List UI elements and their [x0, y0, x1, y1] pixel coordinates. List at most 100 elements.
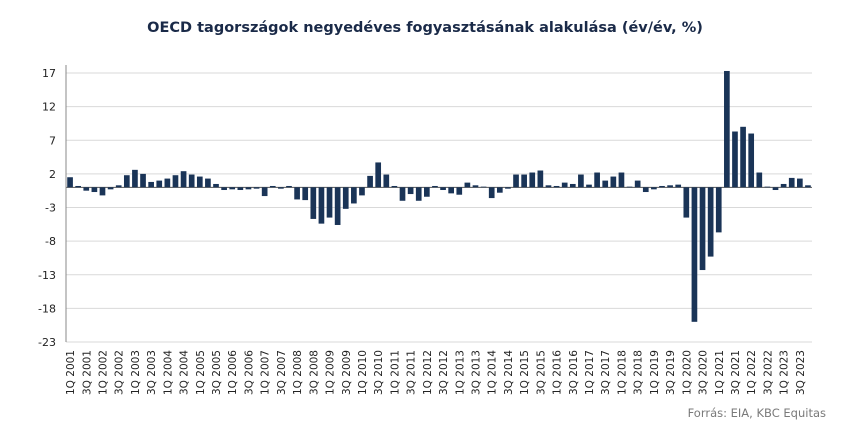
bar-3Q-2005 [213, 183, 219, 188]
bar-1Q-2009 [326, 187, 333, 218]
bar-3Q-2003 [148, 181, 154, 188]
bar-2Q-2023 [788, 177, 795, 188]
x-tick-label: 3Q 2008 [308, 350, 320, 395]
bar-2Q-2022 [756, 172, 763, 188]
bar-3Q-2010 [375, 162, 382, 188]
x-tick-label: 3Q 2010 [373, 350, 385, 395]
x-tick-label: 1Q 2022 [746, 350, 758, 395]
bar-4Q-2014 [513, 174, 519, 188]
x-tick-label: 1Q 2009 [325, 350, 337, 395]
bar-1Q-2011 [391, 185, 398, 188]
bar-4Q-2012 [448, 187, 454, 194]
x-tick-label: 3Q 2017 [600, 350, 612, 395]
bar-2Q-2017 [594, 172, 600, 188]
bar-4Q-2011 [415, 187, 422, 201]
bar-4Q-2004 [188, 174, 195, 188]
chart-title: OECD tagországok negyedéves fogyasztásán… [147, 20, 703, 36]
bar-3Q-2013 [472, 185, 479, 188]
y-tick-label: -18 [38, 302, 56, 315]
bar-series [67, 70, 811, 322]
bar-1Q-2012 [424, 187, 430, 197]
bar-2Q-2009 [334, 187, 341, 225]
bar-3Q-2022 [764, 186, 771, 188]
y-tick-label: 17 [42, 67, 56, 80]
bar-1Q-2023 [780, 183, 787, 188]
bar-1Q-2014 [488, 187, 495, 199]
bar-3Q-2011 [407, 187, 414, 195]
bar-2Q-2008 [302, 187, 309, 201]
x-tick-label: 3Q 2004 [179, 350, 191, 395]
x-tick-label: 1Q 2014 [487, 350, 499, 395]
bar-2Q-2004 [172, 175, 179, 188]
y-axis: 17 12 7 2 -3 -8 -13 -18 -23 [38, 67, 56, 349]
bar-4Q-2022 [772, 187, 779, 191]
x-tick-label: 3Q 2016 [568, 350, 580, 395]
bar-1Q-2004 [164, 178, 171, 188]
bar-3Q-2002 [115, 185, 122, 188]
y-tick-label: -23 [38, 336, 56, 349]
bar-2Q-2010 [367, 175, 373, 188]
x-tick-label: 3Q 2001 [81, 350, 93, 395]
bar-1Q-2016 [553, 185, 560, 188]
bar-3Q-2023 [797, 178, 803, 188]
bar-3Q-2004 [180, 171, 187, 188]
bar-4Q-2003 [156, 180, 163, 188]
bar-1Q-2018 [618, 172, 625, 188]
bar-3Q-2006 [245, 187, 252, 190]
bar-2Q-2011 [399, 187, 406, 201]
bar-1Q-2010 [359, 187, 365, 196]
y-tick-label: -8 [45, 235, 56, 248]
bar-2Q-2016 [561, 182, 568, 188]
grid-lines [66, 72, 812, 343]
x-tick-label: 1Q 2013 [454, 350, 466, 395]
x-tick-label: 1Q 2023 [779, 350, 791, 395]
x-tick-label: 3Q 2003 [146, 350, 158, 395]
bar-3Q-2012 [440, 187, 446, 191]
x-tick-label: 1Q 2001 [65, 350, 77, 395]
bar-4Q-2013 [480, 186, 487, 188]
x-tick-label: 3Q 2022 [762, 350, 774, 395]
bar-3Q-2015 [537, 170, 544, 188]
bar-1Q-2003 [132, 169, 138, 188]
x-tick-label: 1Q 2005 [195, 350, 207, 395]
bar-3Q-2009 [342, 187, 349, 209]
y-tick-label: -13 [38, 269, 56, 282]
bar-1Q-2006 [229, 187, 236, 190]
x-tick-label: 1Q 2004 [162, 350, 174, 395]
bar-2Q-2005 [205, 178, 211, 188]
x-tick-label: 1Q 2021 [714, 350, 726, 395]
bar-3Q-2007 [278, 187, 284, 189]
bar-1Q-2015 [521, 174, 527, 188]
bar-2Q-2007 [269, 185, 276, 188]
bar-1Q-2020 [683, 187, 690, 218]
bar-1Q-2007 [261, 187, 268, 197]
x-tick-label: 3Q 2023 [795, 350, 807, 395]
x-tick-label: 1Q 2010 [357, 350, 369, 395]
bar-4Q-2017 [610, 176, 617, 188]
x-tick-label: 1Q 2008 [292, 350, 304, 395]
x-tick-label: 3Q 2014 [503, 350, 515, 395]
bar-4Q-2002 [123, 175, 130, 188]
x-tick-label: 3Q 2011 [406, 350, 418, 395]
bar-2Q-2003 [140, 173, 146, 188]
x-tick-label: 3Q 2013 [470, 350, 482, 395]
x-tick-label: 3Q 2019 [665, 350, 677, 395]
x-tick-label: 1Q 2006 [227, 350, 239, 395]
bar-4Q-2021 [740, 126, 746, 188]
bar-2Q-2001 [75, 185, 81, 188]
bar-1Q-2017 [586, 184, 592, 188]
bar-4Q-2008 [318, 187, 325, 224]
x-tick-label: 1Q 2015 [519, 350, 531, 395]
x-tick-label: 3Q 2018 [633, 350, 645, 395]
bar-3Q-2014 [505, 187, 511, 189]
bar-4Q-2023 [805, 185, 811, 188]
bar-1Q-2002 [99, 187, 106, 196]
x-tick-label: 1Q 2003 [130, 350, 142, 395]
bar-1Q-2005 [196, 176, 203, 188]
y-tick-label: 2 [49, 168, 56, 181]
bar-4Q-2018 [642, 187, 649, 193]
x-tick-label: 3Q 2005 [211, 350, 223, 395]
bar-3Q-2019 [667, 185, 673, 188]
bar-3Q-2016 [569, 183, 576, 188]
